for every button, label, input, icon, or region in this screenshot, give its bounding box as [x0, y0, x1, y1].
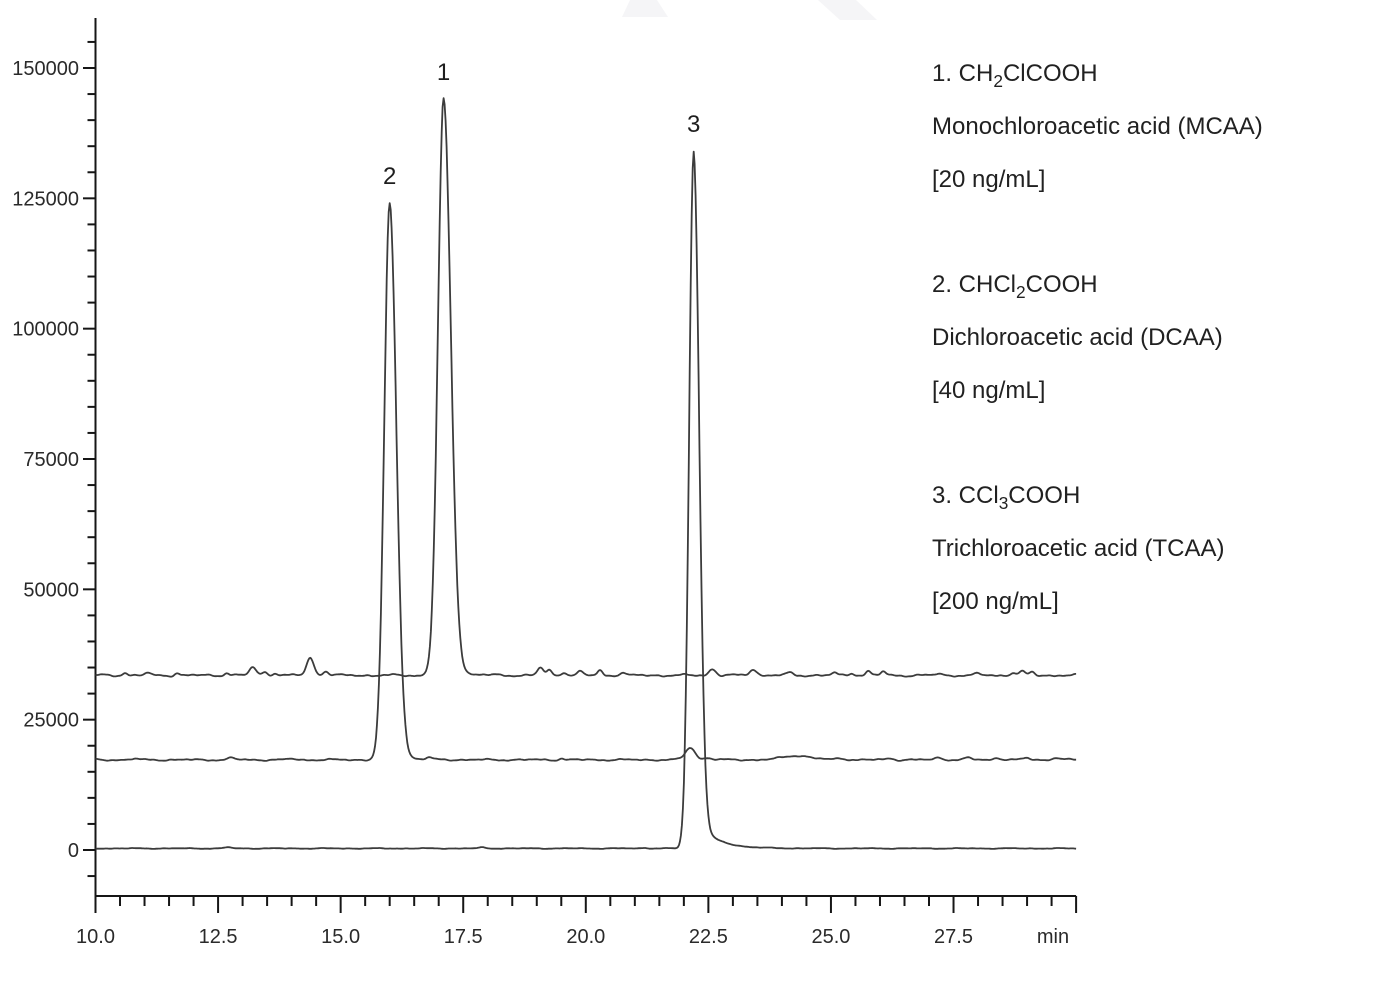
watermark-shape — [818, 0, 877, 20]
x-axis-ticks — [94, 896, 1078, 913]
formula-subscript: 2 — [1016, 281, 1026, 302]
legend-item-3: 3. CCl3COOH Trichloroacetic acid (TCAA) … — [932, 469, 1372, 628]
x-tick-label: 10.0 — [76, 926, 115, 948]
legend-concentration-3: [200 ng/mL] — [932, 588, 1059, 615]
x-tick-label: 12.5 — [199, 926, 238, 948]
legend-formula-3: 3. CCl3COOH — [932, 469, 1372, 522]
formula-text: COOH — [1025, 271, 1098, 298]
y-axis-tick-labels: 0 25000 50000 75000 100000 125000 150000 — [12, 58, 79, 862]
watermark-shapes — [622, 0, 877, 20]
axes — [94, 18, 1077, 897]
y-tick-label: 100000 — [12, 319, 79, 341]
y-tick-label: 125000 — [12, 188, 79, 210]
peak-label-1: 1 — [437, 59, 450, 86]
y-tick-label: 75000 — [23, 449, 79, 471]
x-tick-label: 20.0 — [566, 926, 605, 948]
y-tick-label: 25000 — [23, 710, 79, 732]
formula-subscript: 3 — [998, 492, 1009, 513]
formula-text: ClCOOH — [1002, 60, 1098, 87]
y-axis-ticks — [83, 40, 96, 878]
y-tick-label: 0 — [68, 840, 79, 862]
trace-dcaa — [95, 202, 1077, 762]
x-axis-unit-label: min — [1037, 926, 1069, 948]
legend-concentration-1: [20 ng/mL] — [932, 166, 1046, 193]
traces — [95, 97, 1077, 850]
legend-item-2: 2. CHCl2COOH Dichloroacetic acid (DCAA) … — [932, 258, 1372, 417]
x-axis-tick-labels: 10.0 12.5 15.0 17.5 20.0 22.5 25.0 27.5 min — [76, 926, 1069, 948]
y-tick-label: 50000 — [23, 579, 79, 601]
peak-label-3: 3 — [687, 111, 700, 138]
x-tick-label: 25.0 — [811, 926, 850, 948]
formula-text: COOH — [1008, 482, 1081, 509]
formula-text: 1. CH — [932, 60, 994, 87]
peak-legend: 1. CH2ClCOOH Monochloroacetic acid (MCAA… — [932, 47, 1372, 680]
watermark-shape — [622, 0, 668, 17]
formula-text: 2. CHCl — [932, 271, 1017, 298]
legend-item-1: 1. CH2ClCOOH Monochloroacetic acid (MCAA… — [932, 47, 1372, 206]
formula-text: 3. CCl — [932, 482, 999, 509]
peak-label-2: 2 — [383, 163, 396, 190]
x-tick-label: 17.5 — [444, 926, 483, 948]
legend-formula-1: 1. CH2ClCOOH — [932, 47, 1372, 100]
legend-formula-2: 2. CHCl2COOH — [932, 258, 1372, 311]
legend-compound-name-1: Monochloroacetic acid (MCAA) — [932, 113, 1263, 140]
x-tick-label: 22.5 — [689, 926, 728, 948]
legend-compound-name-2: Dichloroacetic acid (DCAA) — [932, 324, 1223, 351]
peak-labels: 1 2 3 — [383, 59, 700, 190]
y-tick-label: 150000 — [12, 58, 79, 80]
legend-compound-name-3: Trichloroacetic acid (TCAA) — [932, 535, 1225, 562]
formula-subscript: 2 — [993, 70, 1003, 91]
x-tick-label: 27.5 — [934, 926, 973, 948]
trace-mcaa — [95, 97, 1077, 678]
legend-concentration-2: [40 ng/mL] — [932, 377, 1046, 404]
trace-tcaa — [95, 150, 1077, 850]
x-tick-label: 15.0 — [321, 926, 360, 948]
